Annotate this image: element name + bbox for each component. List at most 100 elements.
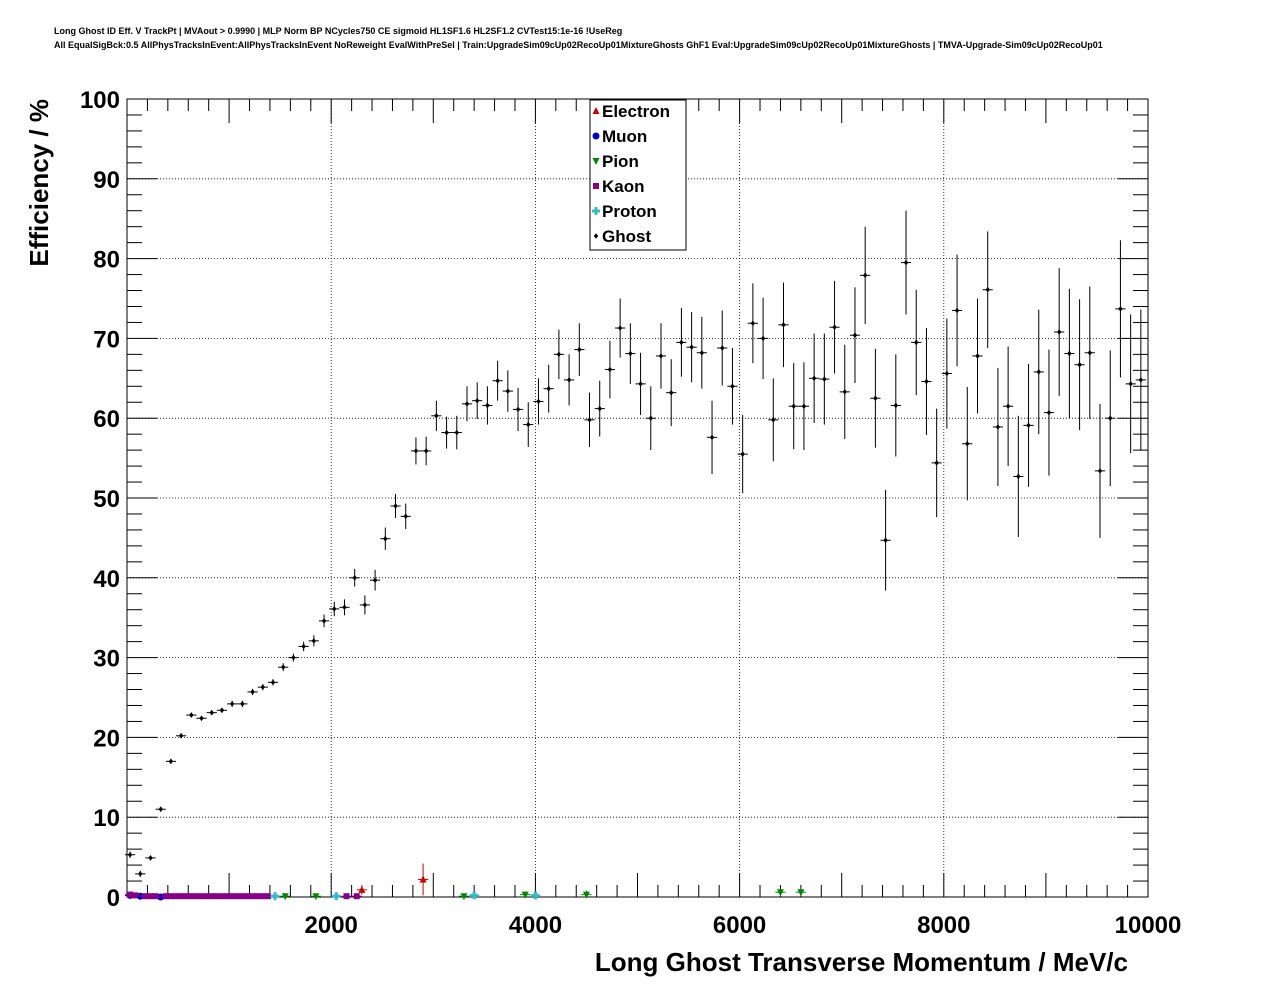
marker xyxy=(219,707,225,714)
data-point xyxy=(941,318,952,429)
marker xyxy=(797,889,805,897)
data-point xyxy=(676,308,687,377)
data-point xyxy=(341,893,352,900)
data-point xyxy=(962,387,973,501)
data-point xyxy=(278,663,289,672)
marker xyxy=(1138,377,1144,383)
data-point xyxy=(768,378,779,462)
data-point xyxy=(747,283,758,364)
data-point xyxy=(329,601,340,617)
data-point xyxy=(778,282,789,368)
data-point xyxy=(900,210,912,315)
marker xyxy=(648,415,653,421)
marker xyxy=(811,375,817,382)
data-point xyxy=(1074,299,1085,431)
marker xyxy=(760,335,766,342)
data-point xyxy=(890,354,901,457)
marker xyxy=(485,402,490,409)
marker xyxy=(852,332,858,339)
y-axis-title: Efficiency / % xyxy=(24,99,54,267)
header-line-2: All EqualSigBck:0.5 AllPhysTracksInEvent… xyxy=(54,40,1103,50)
data-point xyxy=(972,298,983,414)
marker xyxy=(536,398,541,405)
x-axis-title: Long Ghost Transverse Momentum / MeV/c xyxy=(595,947,1128,977)
data-point xyxy=(492,360,503,401)
marker xyxy=(781,322,786,328)
y-tick-label: 50 xyxy=(93,486,120,513)
marker xyxy=(526,421,531,428)
data-point xyxy=(216,707,228,714)
marker xyxy=(577,346,582,353)
data-point xyxy=(911,289,922,396)
marker xyxy=(730,383,735,390)
legend-item: Muon xyxy=(592,127,647,146)
marker xyxy=(965,440,970,447)
marker xyxy=(209,709,214,716)
marker xyxy=(444,429,449,436)
data-point xyxy=(839,344,850,439)
marker xyxy=(1046,409,1052,416)
marker xyxy=(822,376,827,382)
data-point xyxy=(757,297,769,380)
data-point xyxy=(931,408,942,518)
data-point xyxy=(339,599,350,616)
marker xyxy=(720,345,725,351)
legend-marker xyxy=(593,183,599,189)
marker xyxy=(240,701,245,707)
data-point xyxy=(351,893,362,900)
data-point xyxy=(502,370,513,412)
data-point xyxy=(237,700,248,708)
marker xyxy=(372,577,378,583)
marker xyxy=(954,307,960,314)
data-point xyxy=(1125,314,1136,454)
marker xyxy=(271,892,280,901)
marker xyxy=(495,377,500,384)
marker xyxy=(597,405,602,412)
data-point xyxy=(819,333,830,425)
marker xyxy=(617,325,623,331)
marker xyxy=(291,654,296,661)
data-point xyxy=(369,569,381,591)
data-point xyxy=(155,806,166,813)
data-point xyxy=(165,758,177,765)
marker xyxy=(505,388,511,394)
data-point xyxy=(543,364,554,413)
data-point xyxy=(512,387,524,431)
data-point xyxy=(145,855,156,861)
data-point xyxy=(380,527,391,550)
y-tick-label: 100 xyxy=(80,87,120,114)
marker xyxy=(515,406,521,413)
marker xyxy=(709,434,715,441)
data-point xyxy=(356,885,367,895)
legend-item: Ghost xyxy=(593,227,651,246)
data-point xyxy=(267,679,279,686)
marker xyxy=(587,416,592,423)
marker xyxy=(352,575,357,581)
data-point xyxy=(655,323,667,389)
legend-label: Proton xyxy=(602,202,657,221)
data-point xyxy=(227,700,238,708)
marker xyxy=(750,320,756,327)
data-point xyxy=(206,709,217,716)
marker xyxy=(1056,329,1062,335)
marker xyxy=(362,602,368,608)
marker xyxy=(521,891,529,899)
legend-marker xyxy=(592,158,600,165)
marker xyxy=(229,701,235,707)
series-ghost xyxy=(124,210,1146,878)
data-point xyxy=(1054,268,1065,396)
marker xyxy=(423,448,429,454)
data-point xyxy=(458,893,470,901)
data-point xyxy=(1013,415,1024,538)
legend-box xyxy=(589,99,687,251)
data-point xyxy=(788,363,799,450)
data-point xyxy=(584,392,595,447)
cross-v xyxy=(273,892,277,901)
data-point xyxy=(124,851,136,858)
data-point xyxy=(1043,349,1055,476)
marker xyxy=(995,424,1001,430)
marker xyxy=(301,643,306,650)
legend-label: Kaon xyxy=(602,177,645,196)
marker xyxy=(934,460,939,466)
data-point xyxy=(482,386,493,425)
